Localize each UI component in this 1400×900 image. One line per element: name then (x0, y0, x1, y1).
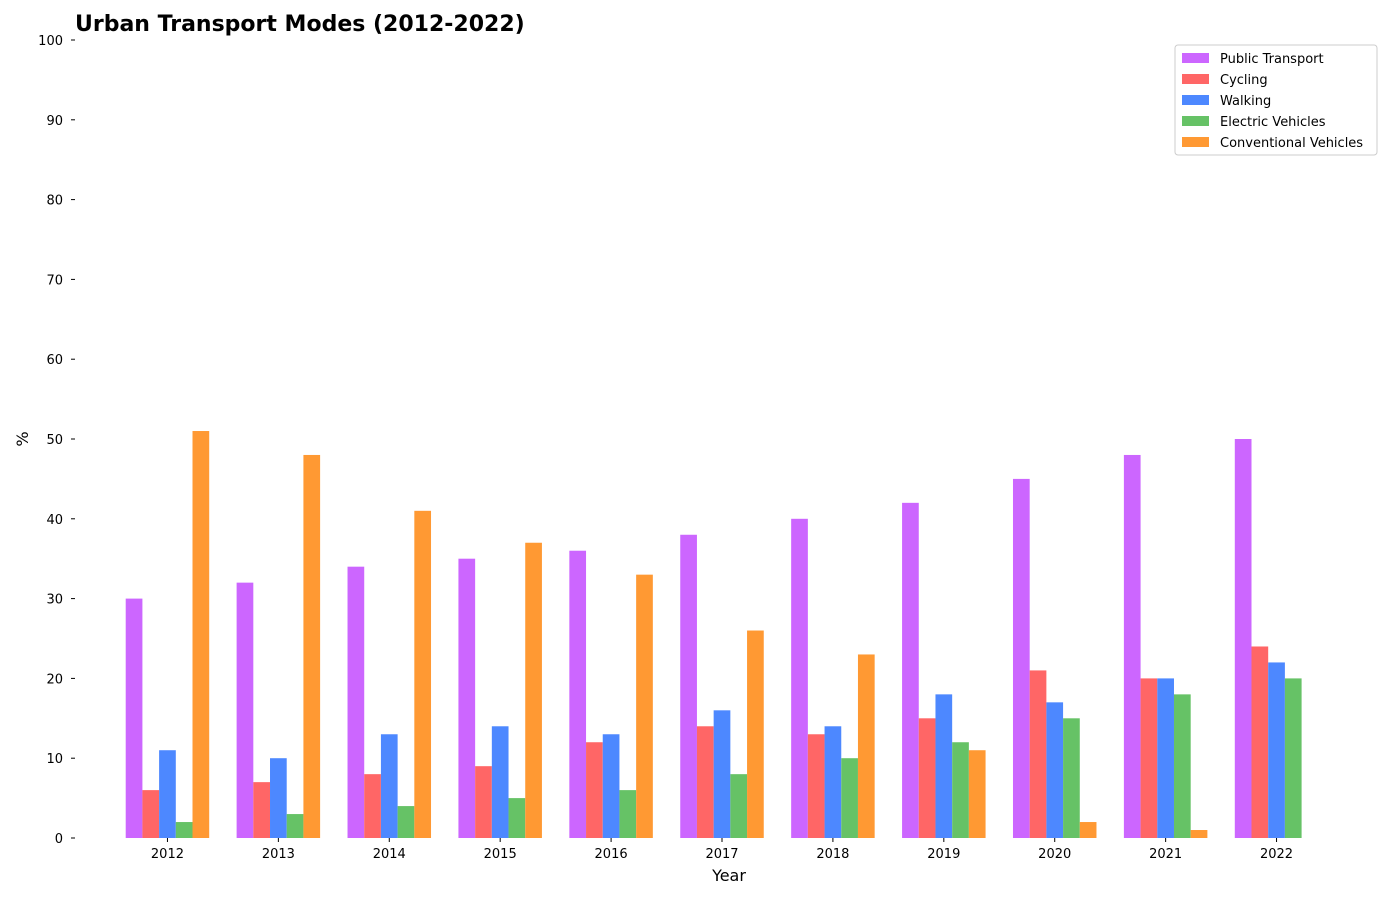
chart-title: Urban Transport Modes (2012-2022) (75, 12, 525, 37)
y-tick-label: 100 (38, 34, 63, 49)
bar-walking (1268, 662, 1285, 838)
legend-swatch (1182, 53, 1209, 63)
bar-conventional-vehicles (968, 750, 986, 838)
y-tick-label: 20 (46, 672, 63, 687)
bar-walking (1157, 678, 1174, 838)
bar-cycling (696, 726, 714, 838)
bar-public-transport (1234, 439, 1252, 838)
legend-label: Electric Vehicles (1220, 115, 1326, 130)
legend-swatch (1182, 137, 1209, 147)
y-axis: 0 10 20 30 40 50 60 70 80 90 100 (38, 34, 75, 847)
bar-walking (159, 750, 176, 838)
legend-swatch (1182, 74, 1209, 84)
bar-walking (824, 726, 842, 838)
bar-public-transport (791, 518, 808, 838)
bar-cycling (475, 766, 492, 838)
bar-walking (602, 734, 620, 838)
bar-public-transport (125, 598, 143, 838)
x-tick-label: 2020 (1038, 847, 1071, 862)
bar-conventional-vehicles (1190, 830, 1208, 838)
bar-electric-vehicles (619, 790, 637, 838)
x-tick-label: 2018 (816, 847, 849, 862)
bar-electric-vehicles (508, 798, 526, 838)
bar-cycling (586, 742, 603, 838)
bar-conventional-vehicles (414, 510, 432, 838)
bar-conventional-vehicles (1079, 822, 1097, 838)
bar-walking (1046, 702, 1064, 838)
bar-conventional-vehicles (303, 454, 321, 838)
bar-cycling (364, 774, 381, 838)
y-tick-label: 90 (46, 114, 63, 129)
bar-electric-vehicles (286, 814, 304, 838)
y-tick-label: 60 (46, 353, 63, 368)
legend-frame (1174, 44, 1378, 156)
bar-electric-vehicles (952, 742, 969, 838)
bar-walking (380, 734, 398, 838)
legend-label: Walking (1220, 94, 1271, 109)
bar-cycling (142, 790, 160, 838)
legend: Public Transport Cycling Walking Electric V… (1174, 44, 1378, 156)
bar-cycling (1140, 678, 1158, 838)
y-tick-label: 0 (55, 832, 63, 847)
bar-conventional-vehicles (525, 542, 542, 838)
bar-electric-vehicles (1284, 678, 1302, 838)
bar-electric-vehicles (1173, 694, 1191, 838)
bar-public-transport (1012, 478, 1030, 838)
x-axis-label: Year (711, 866, 746, 885)
legend-label: Conventional Vehicles (1220, 136, 1363, 151)
y-tick-label: 80 (46, 194, 63, 209)
bar-public-transport (569, 550, 587, 838)
bar-public-transport (236, 582, 254, 838)
bar-electric-vehicles (175, 822, 193, 838)
y-tick-label: 70 (46, 273, 63, 288)
bar-conventional-vehicles (747, 630, 764, 838)
bar-conventional-vehicles (636, 574, 653, 838)
legend-swatch (1182, 116, 1209, 126)
bar-cycling (1251, 646, 1269, 838)
y-tick-label: 50 (46, 433, 63, 448)
bar-public-transport (458, 558, 476, 838)
bar-electric-vehicles (397, 806, 415, 838)
y-tick-label: 30 (46, 593, 63, 608)
bar-public-transport (902, 502, 919, 838)
y-tick-label: 40 (46, 513, 63, 528)
bar-conventional-vehicles (857, 654, 875, 838)
y-axis-label: % (13, 431, 32, 446)
bar-electric-vehicles (1063, 718, 1080, 838)
bar-cycling (1029, 670, 1047, 838)
bars (125, 431, 1302, 838)
bar-public-transport (680, 534, 697, 838)
bar-cycling (807, 734, 825, 838)
x-tick-label: 2016 (595, 847, 628, 862)
bar-walking (935, 694, 953, 838)
bar-cycling (253, 782, 271, 838)
y-tick-label: 10 (46, 752, 63, 767)
bar-walking (491, 726, 509, 838)
bar-walking (270, 758, 287, 838)
legend-label: Cycling (1220, 73, 1268, 88)
x-tick-label: 2015 (484, 847, 517, 862)
legend-swatch (1182, 95, 1209, 105)
bar-electric-vehicles (841, 758, 858, 838)
x-axis: 2012 2013 2014 2015 2016 2017 2018 2019 2020 2021… (151, 838, 1293, 862)
x-tick-label: 2013 (262, 847, 295, 862)
x-tick-label: 2014 (373, 847, 406, 862)
bar-public-transport (1123, 454, 1141, 838)
x-tick-label: 2022 (1260, 847, 1293, 862)
bar-conventional-vehicles (192, 431, 210, 838)
bar-public-transport (347, 566, 365, 838)
bar-electric-vehicles (730, 774, 748, 838)
legend-label: Public Transport (1220, 52, 1324, 67)
bar-walking (713, 710, 731, 838)
x-tick-label: 2019 (927, 847, 960, 862)
x-tick-label: 2021 (1149, 847, 1182, 862)
x-tick-label: 2012 (151, 847, 184, 862)
bar-cycling (918, 718, 936, 838)
x-tick-label: 2017 (705, 847, 738, 862)
